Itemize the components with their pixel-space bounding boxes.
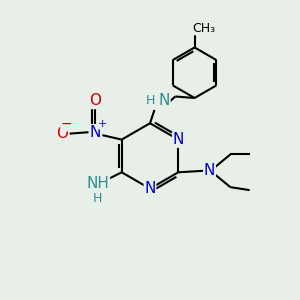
Text: O: O [89, 94, 101, 109]
Text: N: N [159, 93, 170, 108]
Text: N: N [204, 163, 215, 178]
Text: H: H [146, 94, 155, 107]
Text: CH₃: CH₃ [192, 22, 215, 34]
Text: N: N [89, 125, 100, 140]
Text: N: N [144, 181, 156, 196]
Text: O: O [56, 126, 68, 141]
Text: NH: NH [86, 176, 109, 191]
Text: H: H [93, 192, 103, 205]
Text: +: + [98, 119, 107, 129]
Text: N: N [172, 132, 184, 147]
Text: −: − [61, 117, 73, 131]
